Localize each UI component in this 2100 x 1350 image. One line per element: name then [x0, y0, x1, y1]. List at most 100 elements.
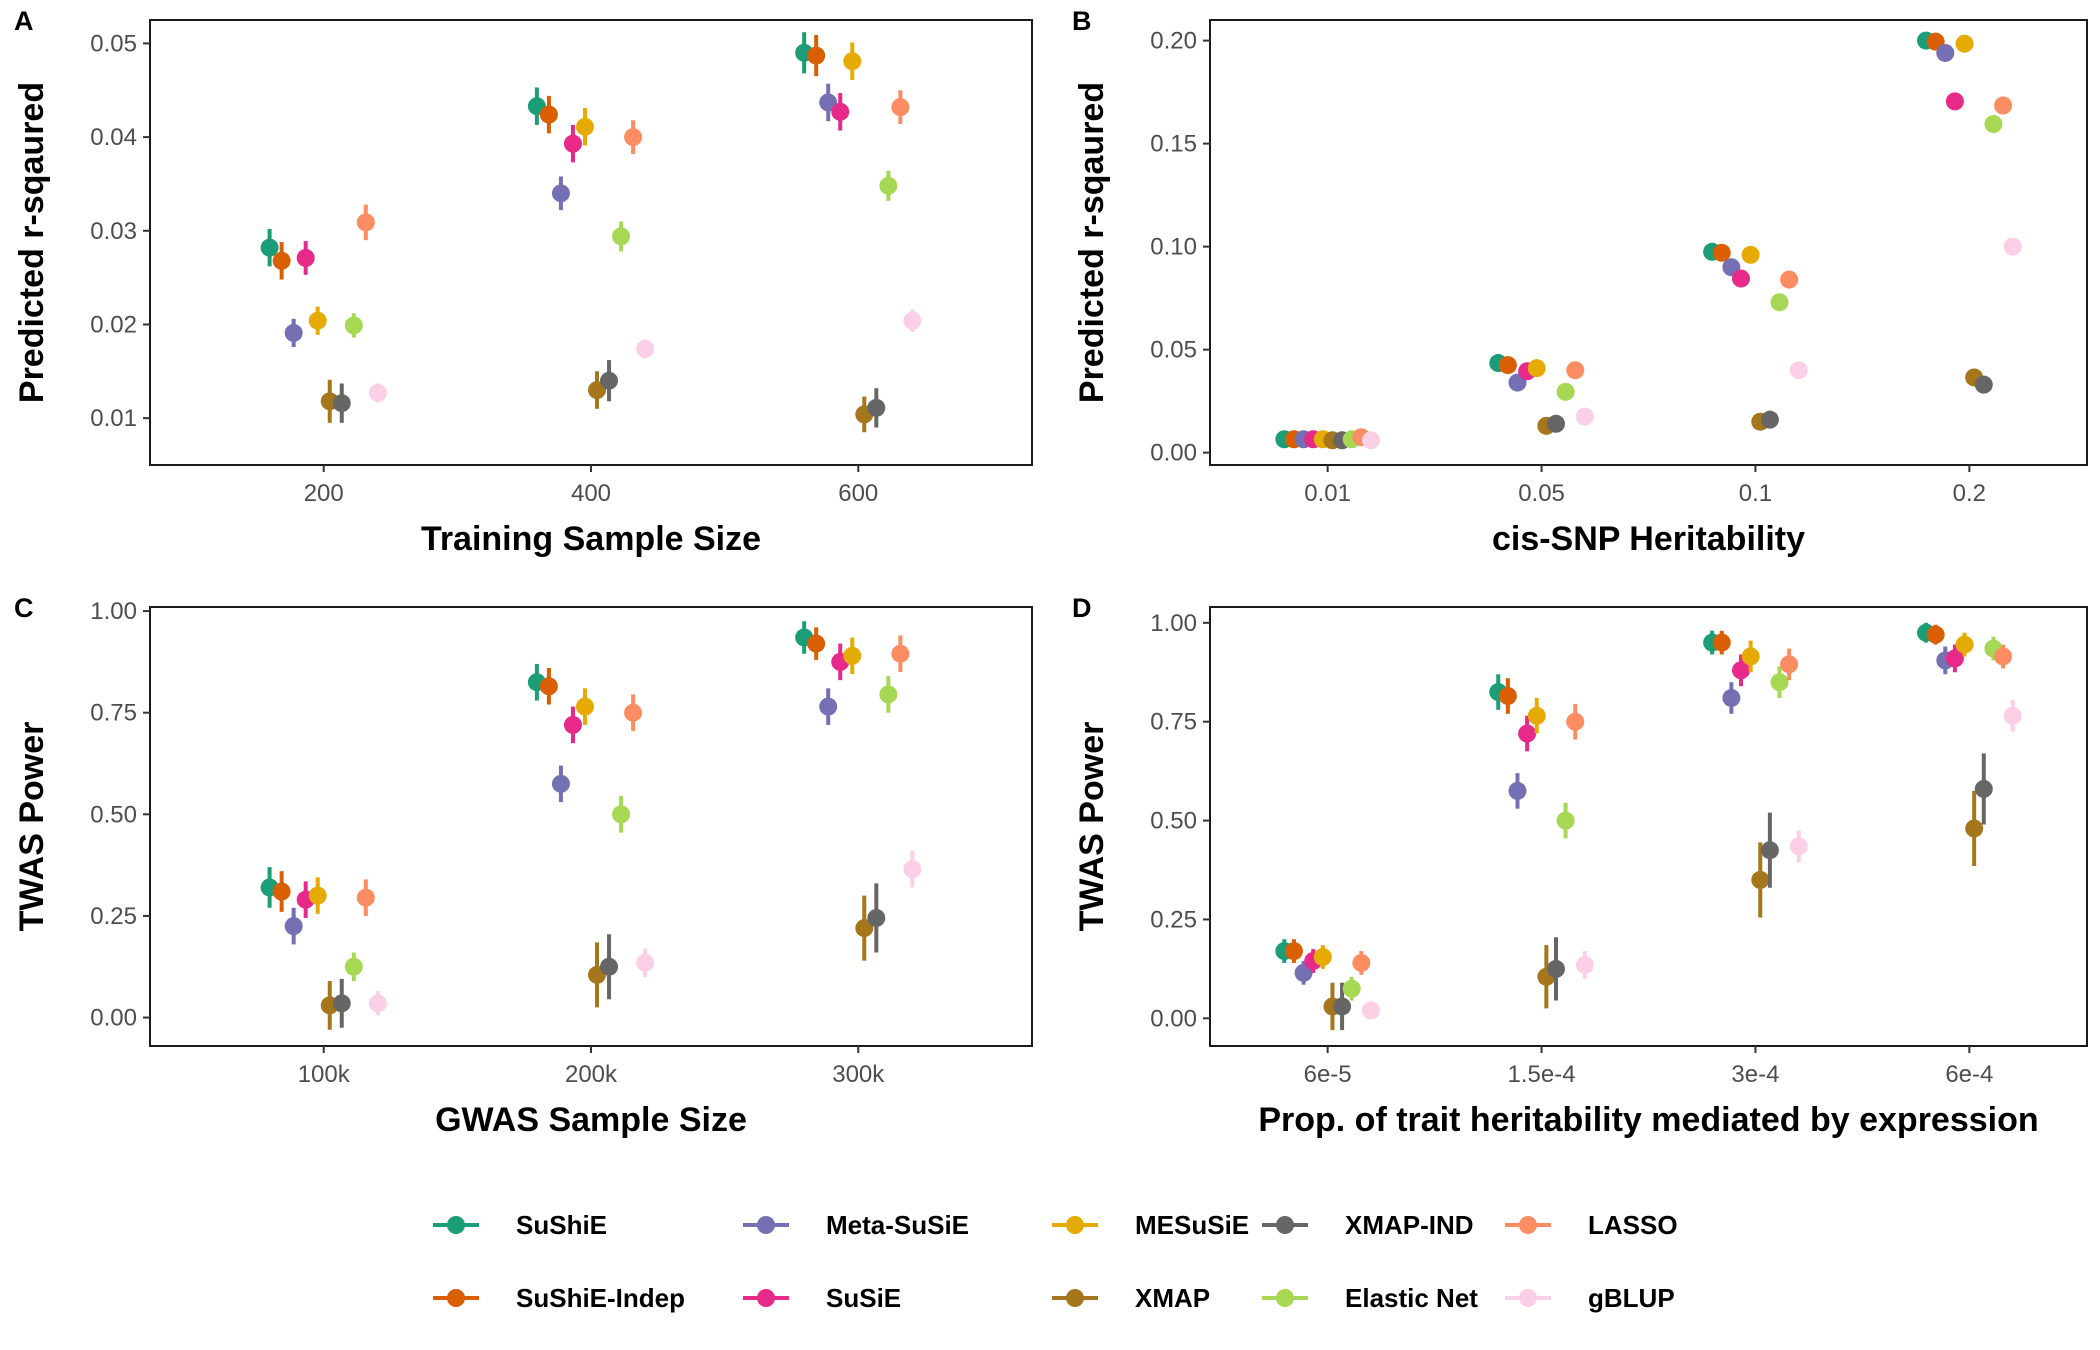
data-point — [539, 105, 558, 124]
y-tick-label: 0.75 — [90, 700, 137, 727]
series-meta-susie — [284, 83, 838, 347]
legend-key-point — [757, 1216, 775, 1234]
data-point — [891, 644, 910, 663]
legend-item-sushie-indep: SuShiE-Indep — [433, 1283, 685, 1313]
y-tick-label: 0.02 — [90, 311, 137, 338]
data-point — [903, 860, 922, 879]
legend-key-point — [1066, 1289, 1084, 1307]
series-meta-susie — [284, 688, 838, 945]
y-tick-label: 0.00 — [90, 1005, 137, 1032]
x-axis-title: Prop. of trait heritability mediated by … — [1258, 1101, 2038, 1139]
data-point — [284, 323, 303, 342]
x-tick-label: 6e-5 — [1304, 1061, 1352, 1088]
data-point — [272, 882, 291, 901]
series-meta-susie — [1294, 43, 1955, 449]
x-tick-label: 400 — [571, 480, 611, 507]
data-point — [1741, 245, 1760, 264]
series-elastic-net — [344, 170, 898, 338]
data-point — [1780, 270, 1799, 289]
y-axis-title: TWAS Power — [1073, 722, 1111, 932]
y-axis-title: Predicted r-sqaured — [1073, 82, 1111, 403]
data-point — [1974, 375, 1993, 394]
data-point — [1770, 293, 1789, 312]
y-tick-label: 0.00 — [1150, 1005, 1197, 1032]
series-elastic-net — [1342, 636, 2003, 1001]
panel-b: B 0.00 0.05 0.10 0.15 0.20 0.01 0.05 0.1 0.2 cis-S… — [1072, 6, 2088, 558]
data-point — [1722, 688, 1741, 707]
data-point — [624, 128, 643, 147]
data-point — [551, 774, 570, 793]
series-xmap-ind — [332, 883, 886, 1028]
data-point — [819, 697, 838, 716]
x-tick-label: 600 — [838, 480, 878, 507]
data-point — [636, 339, 655, 358]
series-xmap-ind — [1333, 375, 1993, 450]
series-gblup — [368, 309, 922, 403]
data-point — [879, 685, 898, 704]
data-point — [891, 98, 910, 117]
data-point — [1712, 633, 1731, 652]
series-lasso — [1352, 644, 2013, 975]
data-point — [843, 646, 862, 665]
x-tick-label: 0.2 — [1953, 480, 1986, 507]
data-point — [1936, 43, 1955, 62]
series-gblup — [1361, 699, 2022, 1020]
series-elastic-net — [1342, 115, 2003, 449]
y-tick-label: 0.04 — [90, 124, 137, 151]
legend-label: XMAP — [1135, 1283, 1210, 1313]
data-point — [344, 316, 363, 335]
data-point — [612, 805, 631, 824]
y-tick-label: 0.20 — [1150, 28, 1197, 55]
legend-key-point — [1519, 1289, 1537, 1307]
x-tick-label: 300k — [832, 1061, 885, 1088]
data-point — [332, 394, 351, 413]
x-tick-label: 0.05 — [1518, 480, 1565, 507]
data-point — [1994, 96, 2013, 115]
data-point — [272, 251, 291, 270]
y-tick-label: 0.15 — [1150, 131, 1197, 158]
series-mesusie — [308, 637, 862, 914]
series-sushie-indep — [1284, 32, 1945, 449]
series-gblup — [1361, 237, 2022, 450]
data-point — [308, 886, 327, 905]
series-lasso — [356, 90, 910, 241]
series-mesusie — [1313, 632, 1974, 969]
series-xmap — [320, 371, 874, 433]
series-susie — [296, 93, 850, 275]
data-point — [843, 52, 862, 71]
data-point — [356, 213, 375, 232]
x-tick-label: 100k — [298, 1061, 351, 1088]
data-point — [1945, 649, 1964, 668]
data-point — [1527, 706, 1546, 725]
legend-item-elastic-net: Elastic Net — [1262, 1283, 1478, 1313]
data-point — [1566, 712, 1585, 731]
y-tick-label: 0.00 — [1150, 440, 1197, 467]
data-point — [1994, 647, 2013, 666]
legend-label: MESuSiE — [1135, 1210, 1249, 1240]
data-point — [636, 953, 655, 972]
x-axis-title: GWAS Sample Size — [435, 1101, 747, 1139]
data-point — [1342, 979, 1361, 998]
series-xmap — [1323, 368, 1984, 450]
series-xmap-ind — [332, 360, 886, 428]
y-axis-title: Predicted r-sqaured — [13, 82, 51, 403]
legend-item-xmap-ind: XMAP-IND — [1262, 1210, 1474, 1240]
data-point — [1546, 959, 1565, 978]
data-point — [624, 703, 643, 722]
legend-key-point — [1276, 1216, 1294, 1234]
data-point — [1751, 870, 1770, 889]
panels: A 0.01 0.02 0.03 0.04 0.05 200 400 600 Training S… — [13, 6, 2088, 1139]
series-meta-susie — [1294, 646, 1955, 985]
legend-label: XMAP-IND — [1345, 1210, 1474, 1240]
legend-key-point — [447, 1216, 465, 1234]
legend-label: SuShiE — [516, 1210, 607, 1240]
data-point — [1361, 1001, 1380, 1020]
data-point — [1955, 635, 1974, 654]
y-tick-label: 0.50 — [90, 801, 137, 828]
panel-letter: C — [14, 593, 34, 623]
data-point — [855, 919, 874, 938]
x-axis-title: cis-SNP Heritability — [1492, 520, 1805, 558]
data-point — [1760, 841, 1779, 860]
panel-letter: A — [14, 6, 34, 36]
data-point — [612, 227, 631, 246]
